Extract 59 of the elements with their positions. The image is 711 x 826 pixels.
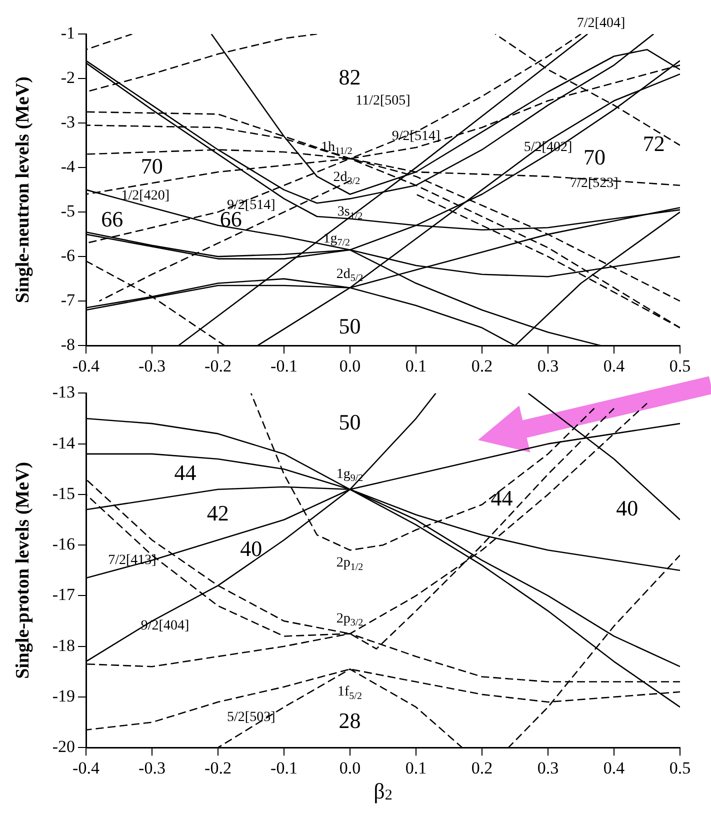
annotation: 42 [206,500,229,526]
y-tick-label: -17 [52,585,76,604]
x-tick-label: 0.2 [471,758,493,778]
y-tick-label: -15 [52,484,75,503]
x-tick-label: -0.1 [270,356,298,376]
y-tick-label: -4 [60,157,76,176]
annotation: 50 [338,409,361,434]
x-tick-label: 0.2 [471,356,493,376]
y-tick-label: -13 [52,382,75,402]
y-tick-label: -5 [60,202,75,221]
x-tick-label: 0.5 [669,758,691,778]
annotation: 70 [140,153,163,178]
y-axis-title: Single-proton levels (MeV) [12,462,34,679]
y-tick-label: -2 [60,68,75,87]
y-tick-label: -6 [60,246,75,266]
x-tick-label: -0.2 [204,356,232,376]
y-axis-title: Single-neutron levels (MeV) [12,76,34,304]
annotation: 11/2[505] [356,93,410,108]
x-tick-label: 0.4 [603,758,626,778]
x-tick-label: 0.3 [537,356,559,376]
y-tick-label: -19 [52,686,75,706]
x-tick-label: -0.3 [138,758,166,778]
y-tick-label: -8 [60,335,75,354]
x-tick-label: 0.4 [603,356,626,376]
annotation: 40 [616,496,638,521]
y-tick-label: -1 [60,23,75,42]
x-tick-label: 0.5 [669,356,691,376]
annotation: 50 [338,314,361,339]
annotation: 44 [490,485,513,510]
y-tick-label: -16 [52,534,75,554]
x-tick-label: -0.3 [138,356,166,376]
y-tick-label: -3 [60,112,75,132]
annotation: 9/2[514] [392,129,440,144]
y-tick-label: -14 [52,433,76,452]
x-tick-label: -0.4 [72,356,100,376]
annotation: 72 [642,131,665,156]
x-tick-label: -0.2 [204,758,232,778]
x-tick-label: 0.1 [405,356,427,376]
x-tick-label: 0.0 [339,758,361,778]
annotation: 5/2[503] [227,710,276,725]
annotation: 9/2[404] [140,618,190,634]
x-tick-label: 0.3 [537,758,559,778]
annotation: 82 [338,64,361,90]
annotation: 7/2[523] [570,176,618,191]
annotation: 66 [101,206,124,232]
x-tick-label: 0.0 [339,356,361,376]
x-tick-label: 0.1 [405,758,427,778]
x-axis-title: β2 [374,778,392,804]
y-tick-label: -20 [52,737,75,756]
x-tick-label: -0.4 [72,758,100,778]
y-tick-label: -7 [60,290,76,310]
y-tick-label: -18 [52,636,75,655]
x-tick-label: -0.1 [270,758,298,778]
annotation: 1/2[420] [121,188,170,204]
annotation: 70 [583,144,606,170]
annotation: 44 [174,460,196,486]
annotation: 40 [240,536,262,561]
annotation: 28 [338,708,361,734]
text: 7/2[404] [576,16,626,31]
